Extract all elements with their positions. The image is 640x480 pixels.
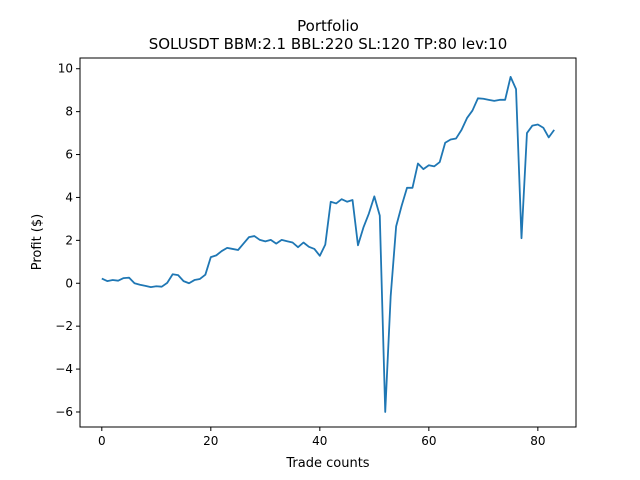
x-tick-label: 40 xyxy=(312,434,327,448)
x-tick-label: 20 xyxy=(203,434,218,448)
y-tick-label: 8 xyxy=(65,105,73,119)
chart-title: Portfolio xyxy=(297,17,359,35)
x-axis-label: Trade counts xyxy=(285,456,369,471)
plot-area: 0 20 40 60 80 −6 −4 −2 0 2 4 6 8 10 xyxy=(55,57,577,448)
y-tick-label: 10 xyxy=(58,62,73,76)
x-tick-label: 60 xyxy=(421,434,436,448)
chart-subtitle: SOLUSDT BBM:2.1 BBL:220 SL:120 TP:80 lev… xyxy=(149,35,508,53)
x-tick-label: 80 xyxy=(530,434,545,448)
plot-frame xyxy=(79,57,577,428)
y-tick-label: 0 xyxy=(65,276,73,290)
y-tick-label: −6 xyxy=(55,405,73,419)
y-axis-label: Profit ($) xyxy=(30,214,45,270)
y-tick-label: 2 xyxy=(65,233,73,247)
x-tick-label: 0 xyxy=(98,434,106,448)
series-line-0 xyxy=(101,75,555,413)
y-tick-label: 6 xyxy=(65,148,73,162)
y-tick-label: 4 xyxy=(65,190,73,204)
line-layer xyxy=(101,75,555,413)
y-axis: −6 −4 −2 0 2 4 6 8 10 xyxy=(55,62,80,419)
x-axis: 0 20 40 60 80 xyxy=(98,427,545,448)
y-tick-label: −2 xyxy=(55,319,73,333)
y-tick-label: −4 xyxy=(55,362,73,376)
